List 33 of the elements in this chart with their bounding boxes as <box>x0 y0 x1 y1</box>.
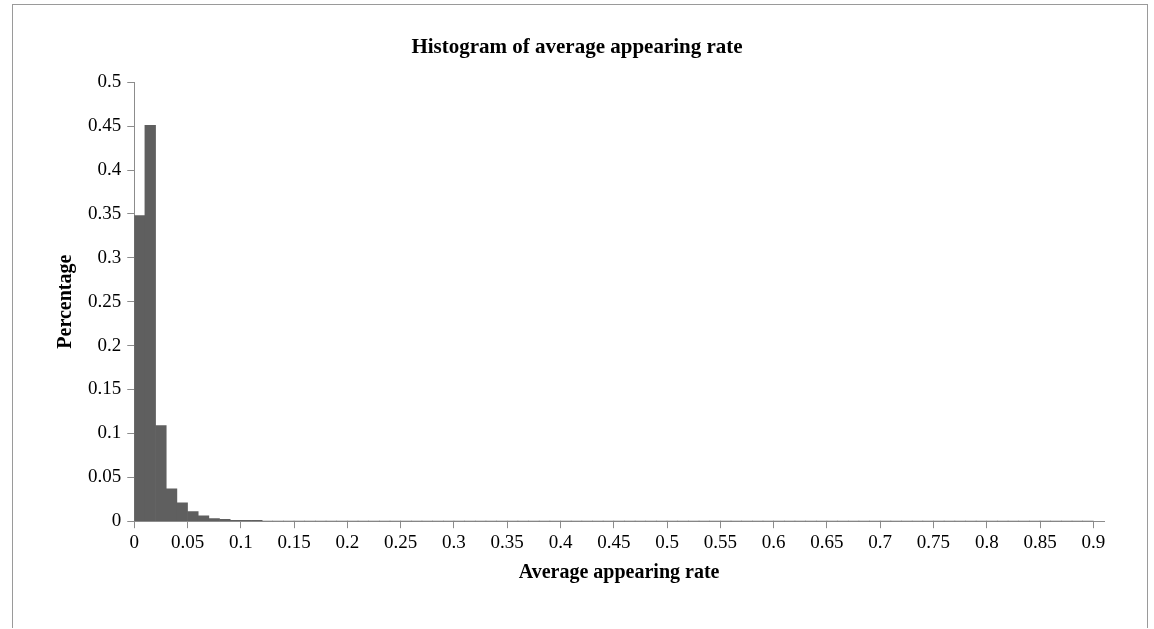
y-tick-label: 0.45 <box>88 114 122 136</box>
x-tick-label: 0.85 <box>1023 530 1057 552</box>
y-tick-label: 0.4 <box>97 157 122 179</box>
x-tick-label: 0.45 <box>597 530 631 552</box>
x-tick-label: 0.25 <box>384 530 418 552</box>
y-tick-label: 0.15 <box>88 377 122 399</box>
y-tick-label: 0.05 <box>88 465 122 487</box>
x-axis-title: Average appearing rate <box>518 560 720 584</box>
chart-title: Histogram of average appearing rate <box>411 34 743 59</box>
x-tick-label: 0.9 <box>1081 530 1106 552</box>
y-tick-label: 0.5 <box>97 70 122 92</box>
x-tick-label: 0 <box>129 530 139 552</box>
x-tick-label: 0.6 <box>761 530 786 552</box>
x-tick-label: 0.15 <box>277 530 311 552</box>
x-tick-label: 0.8 <box>974 530 999 552</box>
x-tick-label: 0.1 <box>228 530 253 552</box>
y-tick-label: 0 <box>111 509 122 531</box>
x-tick-label: 0.75 <box>916 530 951 552</box>
x-tick-label: 0.05 <box>170 530 205 552</box>
y-tick-label: 0.2 <box>97 333 122 355</box>
x-tick-label: 0.3 <box>442 530 466 552</box>
y-tick-label: 0.3 <box>97 245 122 267</box>
y-tick-label: 0.35 <box>88 201 122 223</box>
x-tick-label: 0.55 <box>703 530 737 552</box>
x-tick-label: 0.2 <box>335 530 360 552</box>
x-tick-label: 0.65 <box>810 530 844 552</box>
y-axis-title: Percentage <box>53 254 77 349</box>
x-tick-label: 0.4 <box>548 530 573 552</box>
x-tick-label: 0.7 <box>868 530 893 552</box>
x-tick-label: 0.35 <box>490 530 524 552</box>
y-tick-label: 0.25 <box>88 289 122 311</box>
y-tick-label: 0.1 <box>97 421 122 443</box>
x-tick-label: 0.5 <box>655 530 679 552</box>
